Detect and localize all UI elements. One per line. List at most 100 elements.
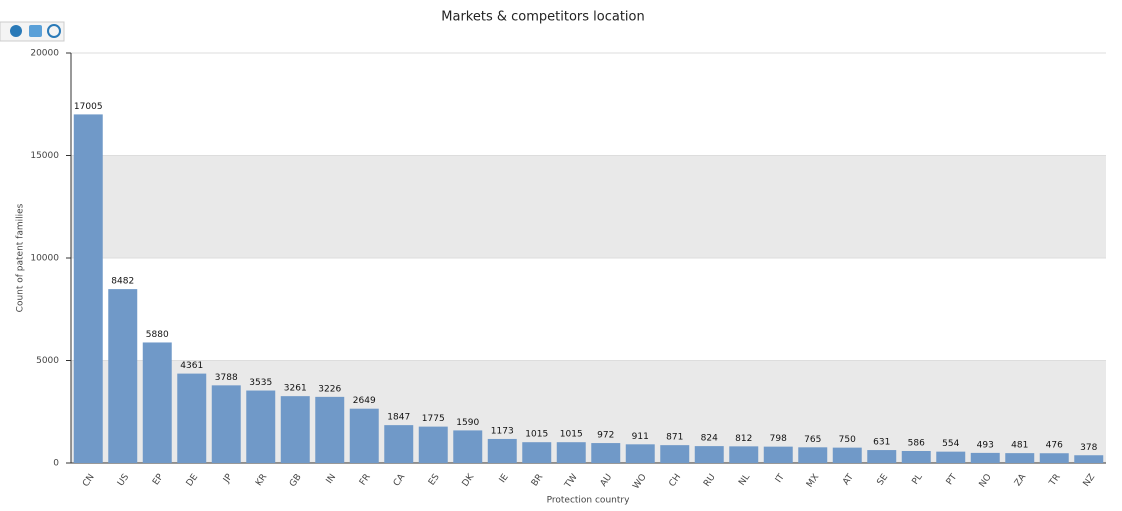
x-tick-label: US <box>116 472 131 488</box>
bar <box>729 446 759 463</box>
x-tick-label: PT <box>945 472 960 487</box>
bar <box>694 446 724 463</box>
value-label: 750 <box>839 435 856 445</box>
x-tick-label: PL <box>911 472 925 486</box>
value-label: 476 <box>1046 441 1063 451</box>
y-tick-label: 15000 <box>30 151 59 161</box>
bar <box>177 373 207 463</box>
x-tick-label: KR <box>254 472 269 488</box>
bar <box>384 425 414 463</box>
value-label: 481 <box>1011 441 1028 451</box>
value-label: 824 <box>701 434 718 444</box>
value-label: 1015 <box>525 430 548 440</box>
pie-icon[interactable] <box>10 25 22 37</box>
x-axis-label: Protection country <box>547 496 630 506</box>
grid-band <box>71 360 1106 463</box>
chart-title: Markets & competitors location <box>441 10 644 25</box>
value-label: 8482 <box>111 277 134 287</box>
x-tick-label: TR <box>1047 472 1063 488</box>
x-tick-label: JP <box>221 472 235 486</box>
bar <box>142 342 172 463</box>
bar <box>832 447 862 463</box>
x-tick-label: AT <box>841 472 856 487</box>
value-label: 3261 <box>284 384 307 394</box>
y-tick-label: 10000 <box>30 254 59 264</box>
value-label: 586 <box>908 438 925 448</box>
x-tick-label: AU <box>599 472 615 488</box>
bar <box>453 430 483 463</box>
x-tick-label: IT <box>774 472 787 485</box>
value-label: 631 <box>873 438 890 448</box>
bar <box>556 442 586 463</box>
x-tick-label: NL <box>737 472 752 487</box>
bar <box>970 452 1000 463</box>
bar <box>315 396 345 463</box>
bar <box>349 408 379 463</box>
x-tick-label: CN <box>81 472 97 488</box>
grid-band <box>71 155 1106 258</box>
bar <box>418 426 448 463</box>
bar <box>1005 453 1035 463</box>
value-label: 1590 <box>456 418 479 428</box>
bar <box>1074 455 1104 463</box>
bar <box>73 114 103 464</box>
bar <box>211 385 241 463</box>
bar <box>867 450 897 463</box>
x-tick-label: GB <box>288 472 304 489</box>
value-label: 5880 <box>146 330 169 340</box>
x-tick-label: ZA <box>1013 472 1029 489</box>
y-axis-label: Count of patent families <box>16 203 26 312</box>
value-label: 798 <box>770 434 787 444</box>
value-label: 554 <box>942 439 959 449</box>
bar <box>901 450 931 463</box>
x-tick-label: MX <box>805 472 821 489</box>
x-tick-label: DE <box>185 472 201 488</box>
y-tick-label: 5000 <box>36 356 59 366</box>
x-tick-label: FR <box>358 472 373 487</box>
bar <box>487 438 517 463</box>
x-tick-label: SE <box>876 472 891 487</box>
bar <box>246 390 276 463</box>
tag-icon[interactable] <box>29 25 42 37</box>
bar <box>522 442 552 463</box>
value-label: 3226 <box>318 384 341 394</box>
x-tick-label: DK <box>461 472 477 489</box>
value-label: 2649 <box>353 396 376 406</box>
value-label: 4361 <box>180 361 203 371</box>
value-label: 378 <box>1080 443 1097 453</box>
bar <box>625 444 655 463</box>
x-tick-label: NO <box>978 472 994 489</box>
x-tick-label: CH <box>668 472 684 488</box>
globe-icon[interactable] <box>47 24 61 38</box>
bar <box>591 443 621 463</box>
x-tick-label: CA <box>392 472 408 489</box>
value-label: 1173 <box>491 426 514 436</box>
bar <box>1039 453 1069 463</box>
x-tick-label: NZ <box>1082 472 1098 488</box>
bar <box>108 289 138 463</box>
y-tick-label: 20000 <box>30 49 59 59</box>
x-tick-label: IN <box>325 472 339 485</box>
toolbar[interactable] <box>0 21 65 42</box>
bar <box>798 447 828 463</box>
x-tick-label: BR <box>530 472 545 488</box>
value-label: 911 <box>632 432 649 442</box>
value-label: 1775 <box>422 414 445 424</box>
x-tick-label: RU <box>702 472 718 488</box>
x-tick-label: WO <box>631 472 648 491</box>
x-tick-label: TW <box>563 472 580 490</box>
value-label: 3535 <box>249 378 272 388</box>
value-label: 17005 <box>74 102 103 112</box>
value-label: 871 <box>666 433 683 443</box>
bar <box>660 445 690 463</box>
value-label: 1015 <box>560 430 583 440</box>
value-label: 812 <box>735 434 752 444</box>
x-tick-label: IE <box>498 472 511 485</box>
value-label: 765 <box>804 435 821 445</box>
value-label: 493 <box>977 440 994 450</box>
bar <box>280 396 310 463</box>
y-tick-label: 0 <box>53 459 59 469</box>
value-label: 1847 <box>387 413 410 423</box>
bar <box>936 451 966 463</box>
